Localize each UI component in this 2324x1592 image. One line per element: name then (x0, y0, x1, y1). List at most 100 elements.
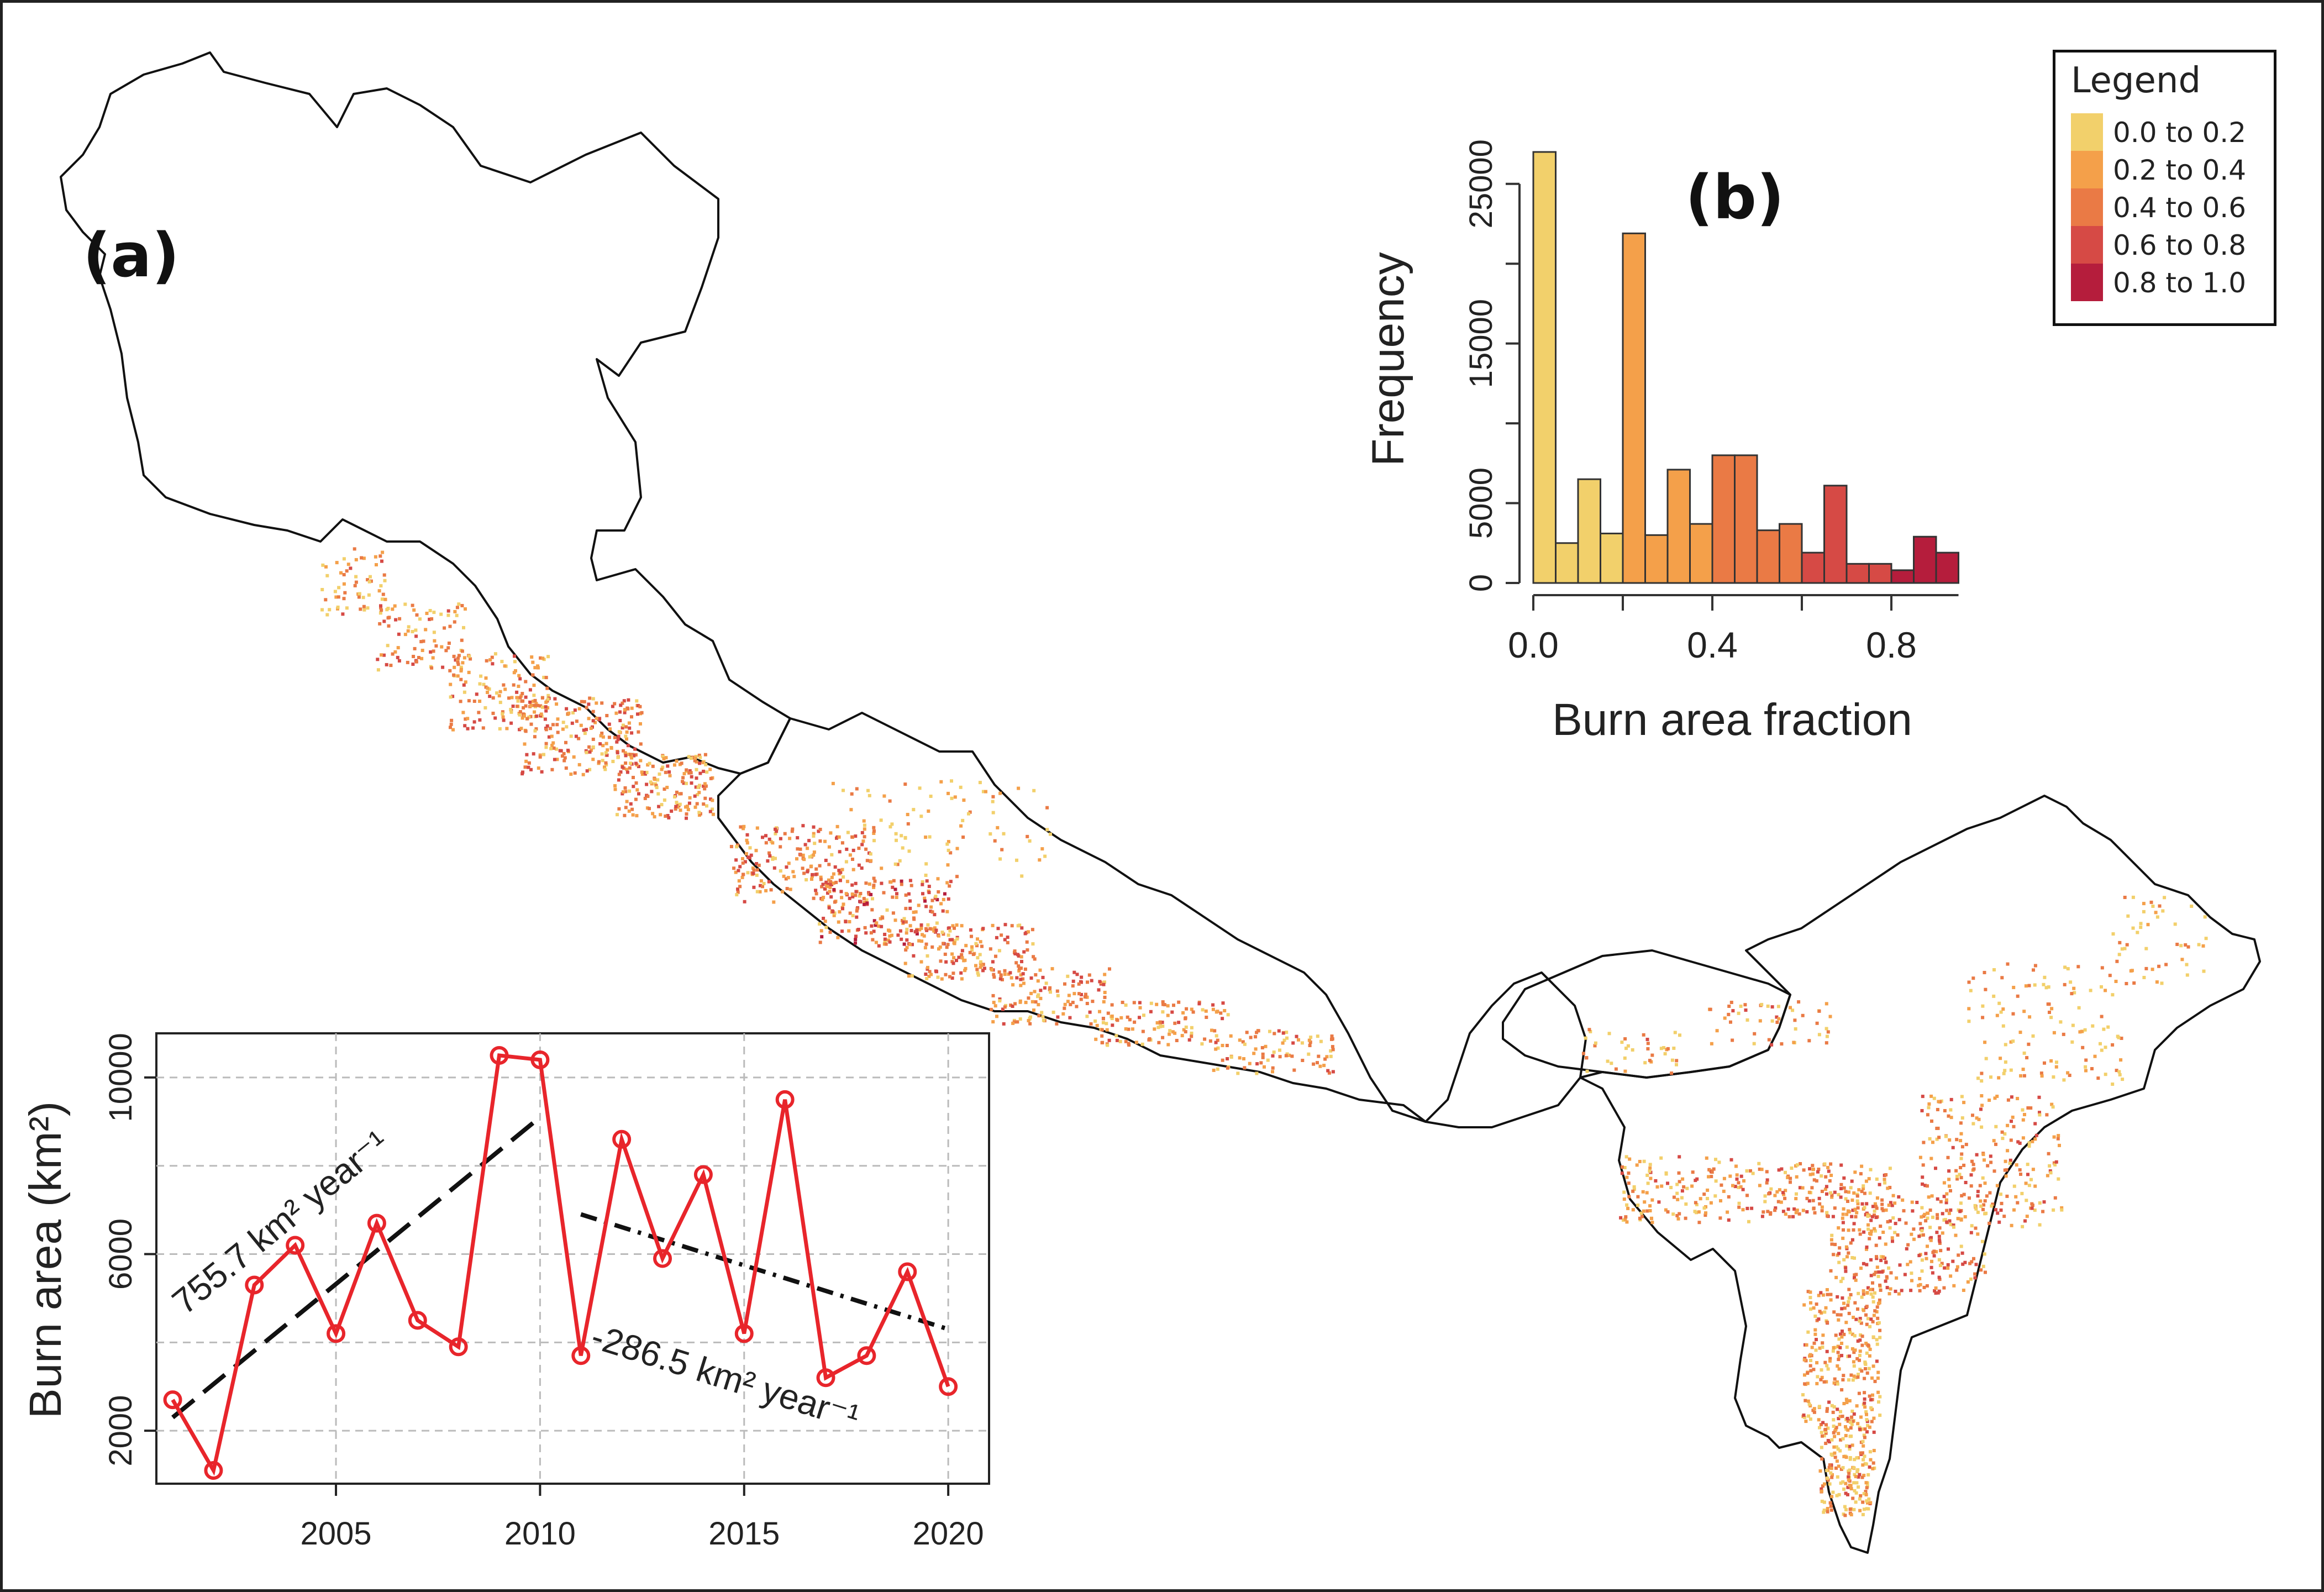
burn-pixel (635, 788, 639, 792)
burn-pixel (1804, 1399, 1807, 1402)
burn-pixel (490, 655, 494, 659)
burn-pixel (734, 870, 738, 874)
burn-pixel (1875, 1196, 1879, 1200)
burn-pixel (598, 742, 602, 746)
burn-pixel (866, 789, 870, 792)
burn-pixel (2025, 1199, 2028, 1202)
burn-pixel (1874, 1205, 1878, 1209)
burn-pixel (743, 860, 747, 864)
burn-pixel (1699, 1197, 1702, 1201)
burn-pixel (1895, 1276, 1899, 1280)
burn-pixel (1968, 1262, 1972, 1265)
burn-pixel (1775, 1021, 1779, 1024)
burn-pixel (1840, 1354, 1843, 1358)
burn-pixel (632, 785, 635, 789)
burn-pixel (1862, 1187, 1865, 1191)
burn-pixel (1660, 1184, 1664, 1188)
burn-pixel (635, 699, 639, 703)
burn-pixel (945, 910, 949, 913)
burn-pixel (1623, 1217, 1627, 1221)
burn-pixel (2018, 1168, 2022, 1172)
burn-pixel (654, 784, 658, 787)
burn-pixel (955, 959, 958, 963)
burn-pixel (908, 924, 912, 928)
burn-pixel (1941, 1231, 1944, 1235)
burn-pixel (891, 885, 895, 889)
burn-pixel (1100, 1034, 1104, 1038)
burn-pixel (748, 846, 752, 850)
burn-pixel (1737, 1201, 1741, 1205)
burn-pixel (1999, 1192, 2002, 1196)
burn-pixel (1836, 1382, 1839, 1386)
burn-pixel (1161, 1024, 1165, 1028)
burn-pixel (697, 811, 701, 815)
burn-pixel (764, 889, 768, 892)
burn-pixel (1851, 1419, 1855, 1423)
burn-pixel (2025, 1215, 2029, 1218)
burn-pixel (1865, 1351, 1869, 1355)
burn-pixel (1830, 1495, 1834, 1499)
burn-pixel (981, 927, 985, 931)
burn-pixel (1254, 1035, 1258, 1039)
burn-pixel (801, 866, 805, 870)
burn-pixel (1593, 1044, 1597, 1048)
burn-pixel (676, 805, 680, 809)
burn-pixel (1853, 1334, 1857, 1338)
burn-pixel (1825, 1349, 1829, 1353)
burn-pixel (998, 977, 1002, 981)
burn-pixel (926, 954, 929, 958)
burn-pixel (1921, 1175, 1925, 1179)
burn-pixel (864, 881, 868, 885)
burn-pixel (895, 892, 898, 896)
burn-pixel (1978, 1184, 1982, 1188)
burn-pixel (1016, 1020, 1019, 1024)
burn-pixel (922, 934, 926, 938)
burn-pixel (1853, 1256, 1856, 1260)
burn-pixel (2027, 1144, 2031, 1148)
burn-pixel (1642, 1033, 1645, 1037)
burn-pixel (1983, 1252, 1986, 1256)
burn-pixel (1929, 1238, 1933, 1242)
burn-pixel (519, 727, 523, 731)
ts-y-tick-label: 6000 (103, 1218, 139, 1290)
burn-pixel (524, 680, 528, 684)
burn-pixel (1931, 1271, 1934, 1275)
burn-pixel (598, 717, 602, 721)
burn-pixel (1011, 1005, 1014, 1008)
burn-pixel (1204, 1009, 1208, 1013)
hist-bar (1935, 551, 1959, 584)
burn-pixel (1858, 1358, 1861, 1362)
burn-pixel (2027, 1141, 2031, 1145)
burn-pixel (1317, 1054, 1321, 1058)
burn-pixel (1107, 1038, 1111, 1042)
burn-pixel (2047, 1152, 2050, 1155)
series-point (449, 1337, 468, 1357)
burn-pixel (1876, 1390, 1880, 1394)
burn-pixel (891, 895, 895, 899)
burn-pixel (512, 671, 516, 675)
burn-pixel (1866, 1223, 1870, 1227)
burn-pixel (1944, 1198, 1948, 1202)
burn-pixel (2115, 959, 2119, 963)
burn-pixel (1976, 1232, 1980, 1236)
burn-pixel (486, 686, 490, 690)
burn-pixel (516, 699, 520, 703)
burn-pixel (736, 890, 740, 894)
burn-pixel (367, 593, 371, 597)
burn-pixel (1623, 1166, 1627, 1169)
burn-pixel (520, 772, 524, 776)
burn-pixel (832, 881, 835, 885)
burn-pixel (854, 834, 858, 838)
burn-pixel (630, 756, 634, 760)
burn-pixel (1893, 1201, 1897, 1205)
burn-pixel (761, 885, 764, 889)
burn-pixel (993, 839, 997, 843)
burn-pixel (930, 899, 934, 902)
burn-pixel (1827, 1400, 1831, 1404)
burn-pixel (1845, 1444, 1849, 1448)
burn-pixel (541, 656, 545, 660)
burn-pixel (882, 891, 886, 895)
burn-pixel (533, 698, 537, 702)
burn-pixel (453, 610, 457, 613)
burn-pixel (698, 784, 701, 787)
